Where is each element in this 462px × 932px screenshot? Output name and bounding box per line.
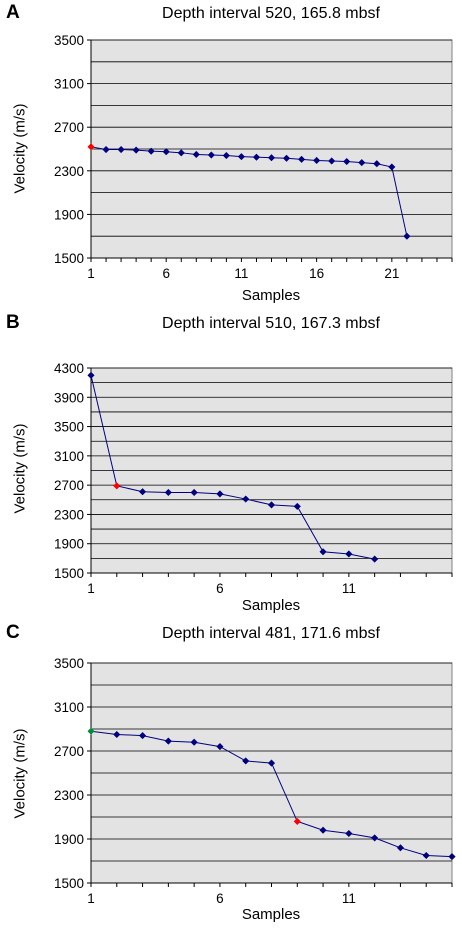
data-point xyxy=(147,147,155,155)
data-point xyxy=(422,851,430,860)
x-tick-label: 1 xyxy=(87,266,95,281)
y-tick-label: 1500 xyxy=(54,876,84,891)
y-tick-label: 2700 xyxy=(54,478,84,493)
y-tick-label: 3900 xyxy=(54,390,84,405)
data-point xyxy=(138,488,147,496)
data-point xyxy=(297,155,306,164)
y-tick-label: 2300 xyxy=(54,788,84,803)
x-tick-label: 6 xyxy=(216,891,224,906)
y-tick-label: 2700 xyxy=(54,744,84,759)
data-point xyxy=(319,548,327,556)
data-point xyxy=(293,502,301,511)
chart-title: Depth interval 510, 167.3 mbsf xyxy=(162,315,380,332)
data-point xyxy=(87,143,95,151)
data-point xyxy=(267,154,276,162)
x-axis-label: Samples xyxy=(241,597,301,614)
y-tick-label: 4300 xyxy=(54,361,84,376)
series-line xyxy=(90,375,375,560)
data-point xyxy=(282,154,291,162)
x-tick-label: 11 xyxy=(234,266,248,281)
data-point xyxy=(370,834,379,842)
data-point xyxy=(102,145,110,154)
data-point xyxy=(370,555,379,563)
y-tick-label: 3100 xyxy=(54,77,84,92)
x-axis-label: Samples xyxy=(241,906,301,923)
data-point xyxy=(267,501,276,509)
y-tick-label: 1900 xyxy=(54,537,84,552)
chart-panel-b: B Depth interval 510, 167.3 mbsf Velocit… xyxy=(0,310,462,620)
data-point xyxy=(242,495,250,503)
y-tick-label: 1900 xyxy=(54,832,84,847)
x-tick-label: 1 xyxy=(87,891,95,906)
panel-letter: C xyxy=(6,622,20,643)
data-point xyxy=(319,826,327,834)
data-point xyxy=(403,232,411,240)
data-point xyxy=(345,550,353,558)
data-point xyxy=(207,151,215,159)
data-point xyxy=(192,150,200,159)
y-tick-label: 1500 xyxy=(54,251,84,266)
data-point xyxy=(312,156,321,165)
x-tick-label: 6 xyxy=(216,581,224,596)
y-tick-label: 2300 xyxy=(54,507,84,522)
data-point xyxy=(242,757,250,765)
data-point xyxy=(345,829,353,838)
y-tick-label: 3500 xyxy=(54,33,84,48)
chart-panel-c: C Depth interval 481, 171.6 mbsf Velocit… xyxy=(0,620,462,930)
data-point xyxy=(252,153,261,161)
data-point xyxy=(138,731,147,740)
data-point xyxy=(87,371,95,379)
data-point xyxy=(164,488,173,497)
x-tick-label: 16 xyxy=(309,266,324,281)
data-point xyxy=(190,488,198,497)
y-tick-label: 3500 xyxy=(54,656,84,671)
data-point xyxy=(216,742,224,751)
x-tick-label: 21 xyxy=(384,266,399,281)
panel-letter: B xyxy=(6,312,20,333)
x-tick-label: 1 xyxy=(87,581,95,596)
data-point xyxy=(293,817,301,826)
data-point xyxy=(448,852,456,861)
data-point xyxy=(267,759,276,767)
data-point xyxy=(162,148,170,156)
data-point xyxy=(113,482,121,490)
data-point xyxy=(343,157,351,166)
chart-panel-a: A Depth interval 520, 165.8 mbsf Velocit… xyxy=(0,0,462,310)
x-tick-label: 11 xyxy=(342,891,356,906)
chart-title: Depth interval 481, 171.6 mbsf xyxy=(162,625,380,642)
data-point xyxy=(396,844,405,852)
data-point xyxy=(190,738,198,746)
x-axis-label: Samples xyxy=(241,287,301,304)
data-point xyxy=(373,160,381,168)
x-tick-label: 11 xyxy=(342,581,356,596)
y-tick-label: 3100 xyxy=(54,449,84,464)
panel-letter: A xyxy=(6,2,20,23)
series-line xyxy=(90,146,408,237)
data-point xyxy=(87,727,95,735)
data-point xyxy=(388,163,396,171)
y-tick-label: 2700 xyxy=(54,120,84,135)
data-point xyxy=(237,152,246,161)
data-point xyxy=(113,730,121,739)
data-point xyxy=(164,737,173,745)
chart-plot-b: 1500 1900 2300 2700 3100 3500 3900 4300 1 6 11 xyxy=(54,361,453,596)
data-point xyxy=(328,157,336,165)
data-point xyxy=(177,149,185,157)
y-tick-label: 3100 xyxy=(54,700,84,715)
y-tick-label: 1900 xyxy=(54,207,84,222)
y-tick-label: 3500 xyxy=(54,420,84,435)
chart-plot-c: 1500 1900 2300 2700 3100 3500 1 6 11 xyxy=(54,656,456,906)
data-point xyxy=(132,146,140,154)
x-tick-label: 6 xyxy=(162,266,170,281)
y-tick-label: 1500 xyxy=(54,566,84,581)
y-tick-label: 2300 xyxy=(54,164,84,179)
chart-title: Depth interval 520, 165.8 mbsf xyxy=(162,5,380,22)
data-point xyxy=(216,490,224,498)
data-point xyxy=(117,145,125,154)
data-point xyxy=(222,151,231,160)
data-point xyxy=(358,158,366,167)
